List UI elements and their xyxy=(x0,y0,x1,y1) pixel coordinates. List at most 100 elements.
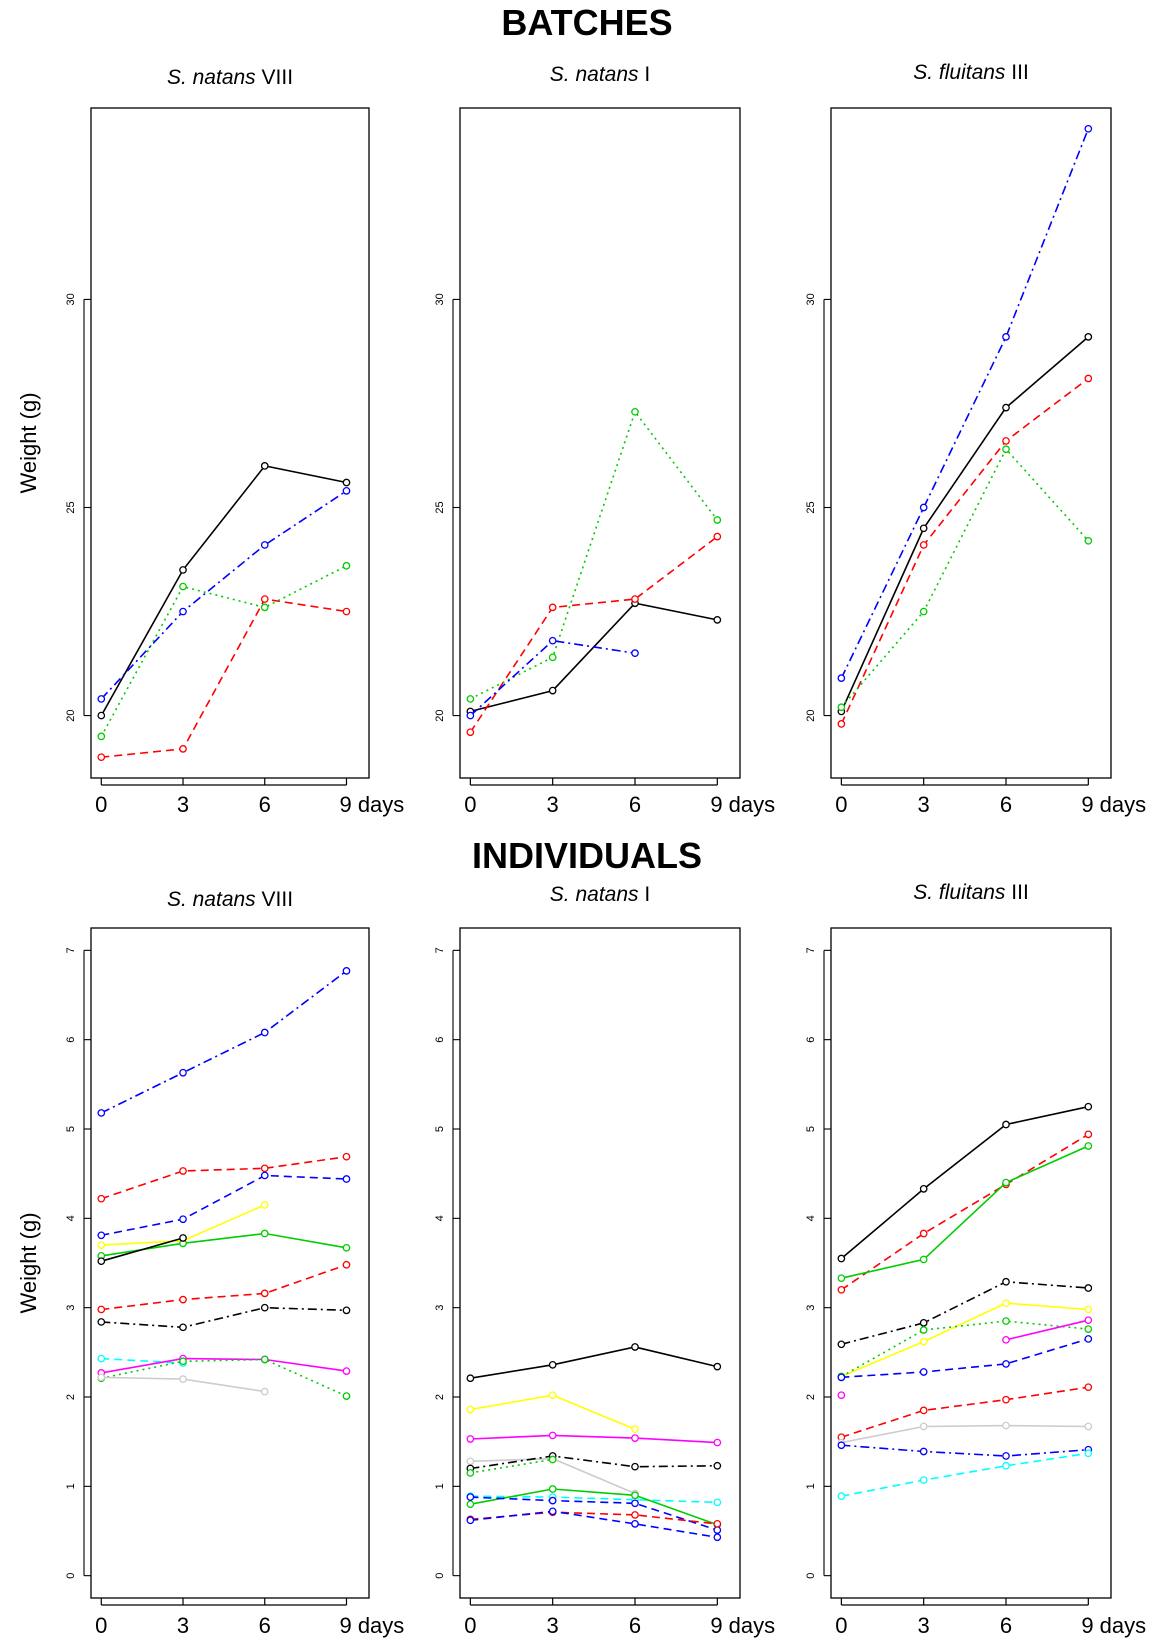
data-point xyxy=(713,616,722,624)
data-series xyxy=(837,1383,1093,1442)
data-point xyxy=(260,462,269,470)
data-point xyxy=(179,1234,187,1242)
data-point xyxy=(466,711,475,720)
data-series xyxy=(97,967,351,1117)
plot-frame xyxy=(830,927,1112,1599)
panel-title-species: S. natans xyxy=(167,888,256,911)
data-series xyxy=(97,1152,351,1203)
data-point xyxy=(548,1485,557,1493)
y-tick-label: 5 xyxy=(434,1126,446,1132)
data-point xyxy=(342,967,351,975)
data-point xyxy=(548,1391,557,1400)
data-series xyxy=(466,1493,722,1534)
plot-frame xyxy=(90,927,370,1599)
data-point xyxy=(548,1431,557,1440)
data-point xyxy=(466,1500,475,1509)
data-series xyxy=(837,445,1093,712)
data-point xyxy=(919,1447,928,1456)
data-point xyxy=(1002,1461,1010,1470)
data-point xyxy=(260,1289,269,1298)
y-axis-label: Weight (g) xyxy=(16,1212,41,1313)
series-line xyxy=(101,1155,347,1200)
data-point xyxy=(179,1375,187,1383)
data-point xyxy=(631,1511,639,1519)
panel-title: S. fluitans III xyxy=(913,61,1029,84)
series-line xyxy=(840,447,1089,708)
data-point xyxy=(919,503,928,512)
plot-frame xyxy=(459,927,741,1599)
y-tick-label: 6 xyxy=(805,1037,817,1043)
data-series xyxy=(466,1391,639,1434)
chart-panel: S. natans VIII 0 3 6 9 days 0 1 2 3 4 5 6 7 Weight (g… xyxy=(16,888,404,1638)
data-point xyxy=(837,1254,846,1263)
data-point xyxy=(1002,1120,1010,1129)
data-series xyxy=(97,1260,351,1314)
data-point xyxy=(548,603,557,612)
data-point xyxy=(1084,374,1093,383)
x-tick-label: 6 xyxy=(259,1613,271,1638)
data-point xyxy=(1084,1449,1093,1458)
y-tick-label: 1 xyxy=(65,1483,77,1489)
data-point xyxy=(1002,1317,1010,1325)
y-tick-label: 7 xyxy=(805,947,817,953)
data-point xyxy=(342,1175,351,1183)
data-point xyxy=(179,1295,187,1304)
data-point xyxy=(631,1434,639,1442)
data-point xyxy=(631,407,639,416)
data-point xyxy=(837,1340,846,1349)
y-tick-label: 2 xyxy=(65,1394,77,1400)
data-series xyxy=(466,1431,722,1447)
data-point xyxy=(260,1171,269,1180)
panel-title: S. natans VIII xyxy=(167,888,293,911)
data-point xyxy=(919,1476,928,1484)
data-point xyxy=(631,1425,639,1434)
data-point xyxy=(1002,1360,1010,1368)
series-line xyxy=(101,1357,184,1364)
data-series xyxy=(97,1303,351,1332)
y-tick-label: 0 xyxy=(65,1573,77,1579)
data-point xyxy=(179,607,187,616)
data-point xyxy=(97,1305,106,1314)
data-series xyxy=(97,462,351,720)
data-point xyxy=(713,1461,722,1470)
data-point xyxy=(97,732,106,741)
data-point xyxy=(919,1337,928,1346)
series-line xyxy=(841,1424,1089,1444)
y-tick-label: 30 xyxy=(434,293,446,305)
section-title-batches: BATCHES xyxy=(501,2,672,43)
data-point xyxy=(919,1185,928,1193)
data-point xyxy=(548,1507,557,1516)
y-tick-label: 20 xyxy=(434,709,446,721)
y-tick-label: 25 xyxy=(65,501,77,513)
series-line xyxy=(101,1264,347,1311)
y-tick-label: 7 xyxy=(65,947,77,953)
data-series xyxy=(466,1507,722,1542)
data-point xyxy=(837,720,846,728)
data-point xyxy=(342,478,351,487)
data-series xyxy=(97,1234,187,1266)
data-point xyxy=(1084,1316,1093,1325)
data-point xyxy=(1002,1452,1010,1460)
data-point xyxy=(260,1387,269,1396)
panel-title-strain: VIII xyxy=(256,66,293,89)
data-series xyxy=(837,1421,1093,1447)
data-point xyxy=(631,1462,639,1471)
plot-frame xyxy=(830,107,1112,779)
chart-panel: S. natans VIII 0 3 6 9 days 20 25 30 Weight (g) xyxy=(16,66,404,817)
series-line xyxy=(101,1357,347,1374)
x-tick-label: 3 xyxy=(547,792,559,817)
series-line xyxy=(470,1510,718,1539)
data-point xyxy=(548,1360,557,1369)
data-point xyxy=(631,595,639,603)
data-point xyxy=(260,1229,269,1238)
x-tick-label: 6 xyxy=(629,1613,641,1638)
data-point xyxy=(1002,445,1010,454)
data-point xyxy=(179,1068,187,1077)
data-point xyxy=(919,524,928,533)
series-line xyxy=(840,1133,1089,1291)
data-point xyxy=(260,603,269,612)
data-point xyxy=(342,1306,351,1315)
series-line xyxy=(1005,1319,1089,1341)
series-line xyxy=(469,639,636,717)
data-point xyxy=(260,1303,269,1312)
